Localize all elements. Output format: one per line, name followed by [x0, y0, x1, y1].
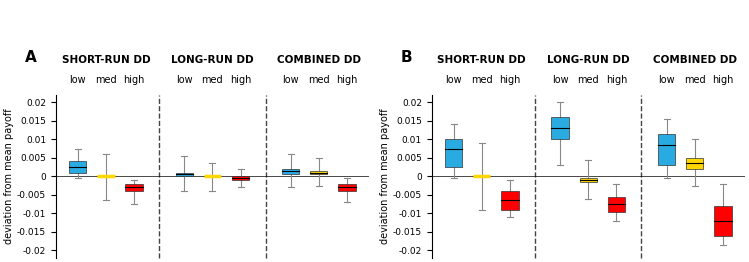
Text: B: B — [401, 50, 412, 66]
Bar — [445, 139, 462, 167]
Bar — [310, 171, 327, 174]
Text: low: low — [552, 75, 568, 85]
Bar — [339, 184, 356, 191]
Text: COMBINED DD: COMBINED DD — [652, 56, 737, 66]
Bar — [232, 176, 249, 180]
Bar — [686, 158, 703, 169]
Bar — [282, 169, 300, 174]
Text: high: high — [230, 75, 251, 85]
Text: low: low — [658, 75, 675, 85]
Text: low: low — [176, 75, 192, 85]
Text: med: med — [684, 75, 706, 85]
Bar — [658, 134, 675, 165]
Text: med: med — [201, 75, 223, 85]
Y-axis label: deviation from mean payoff: deviation from mean payoff — [4, 108, 14, 244]
Text: med: med — [95, 75, 117, 85]
Text: high: high — [606, 75, 627, 85]
Text: high: high — [500, 75, 521, 85]
Text: high: high — [712, 75, 733, 85]
Text: med: med — [577, 75, 599, 85]
Text: high: high — [124, 75, 145, 85]
Bar — [551, 117, 568, 139]
Text: low: low — [446, 75, 462, 85]
Text: high: high — [336, 75, 358, 85]
Bar — [580, 178, 597, 182]
Text: SHORT-RUN DD: SHORT-RUN DD — [437, 56, 526, 66]
Bar — [175, 173, 192, 176]
Bar — [126, 184, 143, 191]
Text: med: med — [308, 75, 330, 85]
Text: SHORT-RUN DD: SHORT-RUN DD — [61, 56, 151, 66]
Bar — [501, 191, 518, 210]
Bar — [69, 161, 86, 173]
Text: LONG-RUN DD: LONG-RUN DD — [547, 56, 630, 66]
Text: low: low — [70, 75, 86, 85]
Text: LONG-RUN DD: LONG-RUN DD — [171, 56, 254, 66]
Text: med: med — [471, 75, 493, 85]
Text: low: low — [282, 75, 299, 85]
Text: COMBINED DD: COMBINED DD — [277, 56, 361, 66]
Bar — [715, 206, 732, 236]
Text: A: A — [25, 50, 36, 66]
Bar — [608, 197, 625, 211]
Y-axis label: deviation from mean payoff: deviation from mean payoff — [380, 108, 390, 244]
